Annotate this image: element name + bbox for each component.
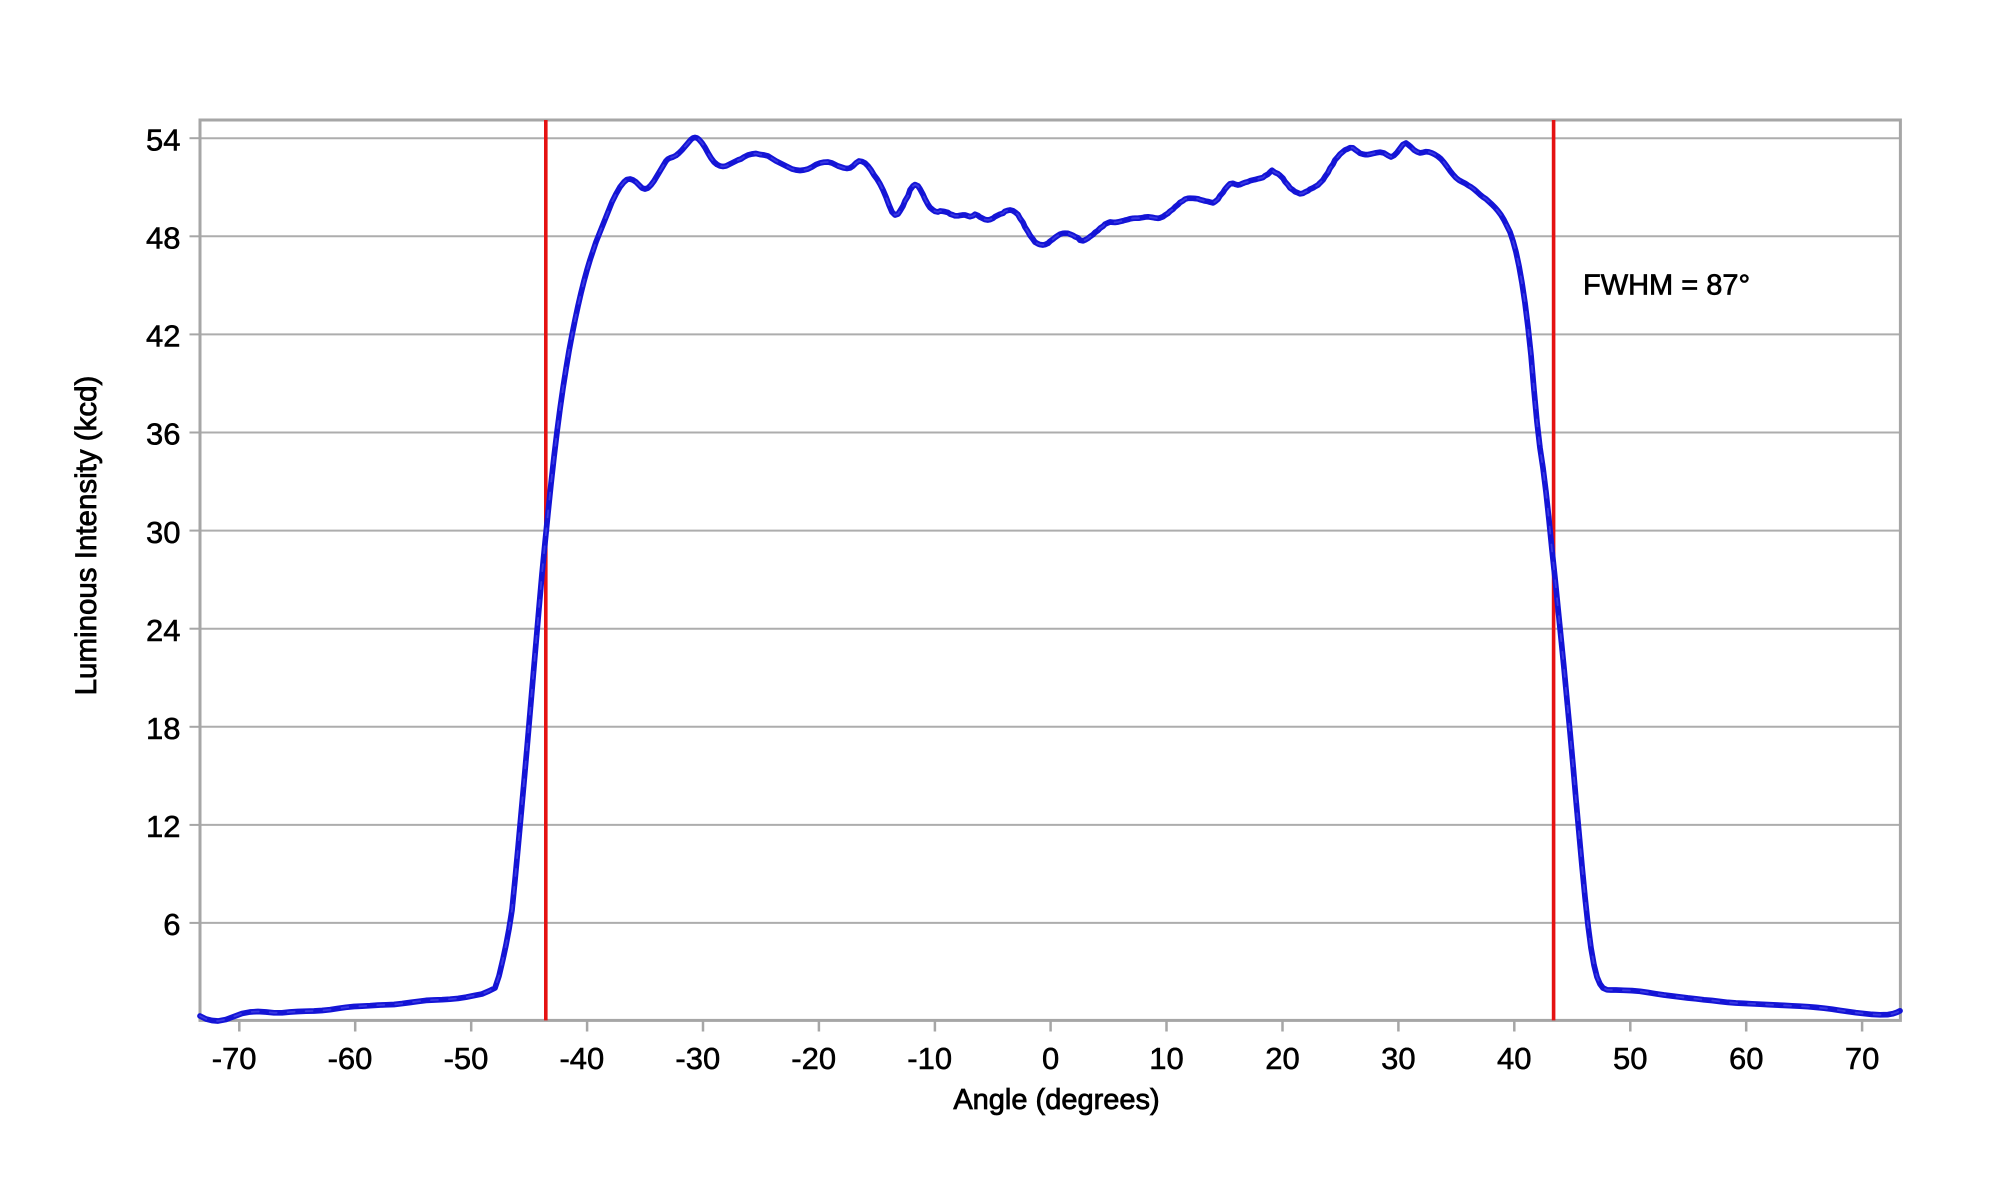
svg-text:12: 12 — [146, 809, 180, 844]
svg-text:FWHM = 87°: FWHM = 87° — [1583, 270, 1750, 302]
svg-text:42: 42 — [146, 319, 180, 354]
svg-text:60: 60 — [1729, 1041, 1763, 1076]
svg-text:30: 30 — [146, 515, 180, 550]
svg-text:30: 30 — [1381, 1041, 1415, 1076]
svg-text:10: 10 — [1149, 1041, 1183, 1076]
svg-text:-20: -20 — [791, 1041, 836, 1076]
svg-text:70: 70 — [1845, 1041, 1879, 1076]
svg-text:Luminous Intensity (kcd): Luminous Intensity (kcd) — [70, 376, 103, 696]
svg-text:-30: -30 — [675, 1041, 720, 1076]
svg-text:18: 18 — [146, 711, 180, 746]
svg-text:24: 24 — [146, 613, 180, 648]
svg-text:40: 40 — [1497, 1041, 1531, 1076]
svg-text:6: 6 — [163, 907, 180, 942]
svg-text:48: 48 — [146, 221, 180, 256]
svg-text:-50: -50 — [444, 1041, 489, 1076]
svg-text:36: 36 — [146, 417, 180, 452]
svg-text:50: 50 — [1613, 1041, 1647, 1076]
svg-text:-60: -60 — [328, 1041, 373, 1076]
svg-text:20: 20 — [1265, 1041, 1299, 1076]
svg-text:-10: -10 — [907, 1041, 952, 1076]
svg-text:54: 54 — [146, 122, 180, 157]
svg-text:-40: -40 — [559, 1041, 604, 1076]
svg-text:Angle (degrees): Angle (degrees) — [953, 1084, 1159, 1116]
svg-text:0: 0 — [1042, 1041, 1059, 1076]
svg-text:-70: -70 — [212, 1041, 257, 1076]
